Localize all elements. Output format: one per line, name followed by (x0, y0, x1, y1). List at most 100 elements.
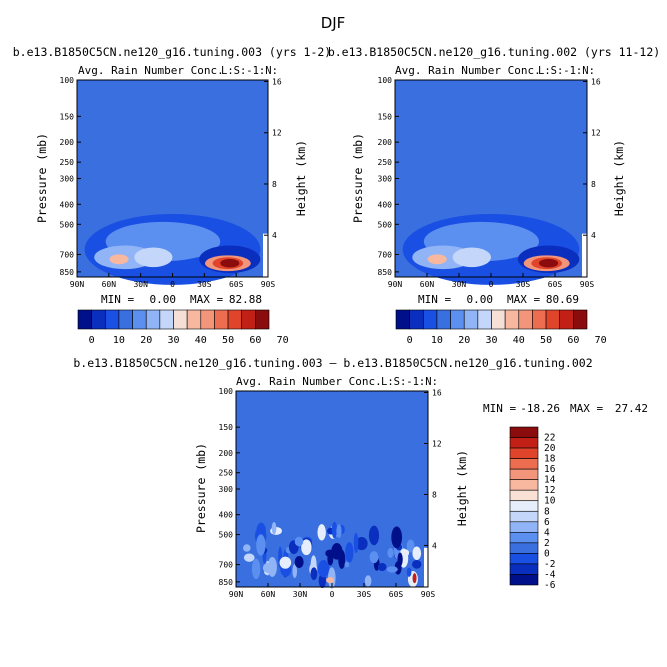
panel-3-x-tick-label: 30S (357, 590, 372, 599)
panel-3-field-contour (397, 552, 403, 567)
panel-3-corner-label: L:S:-1:N: (381, 376, 438, 388)
panel-1-colorbar-label: 0 (89, 335, 95, 346)
panel-2-colorbar-swatch (545, 309, 561, 330)
panel-1-x-tick-label: 0 (170, 280, 175, 289)
panel-3-field-contour (412, 546, 422, 560)
panel-2-colorbar-label: 10 (431, 335, 443, 346)
panel-2-y-tick-label: 300 (378, 175, 393, 184)
panel-3-field-contour (243, 544, 251, 552)
panel-2-x-tick-label: 90S (580, 280, 595, 289)
panel-3-field-contour (406, 539, 415, 553)
panel-3-variable: Avg. Rain Number Conc. (236, 375, 382, 388)
panel-3-colorbar-swatch (509, 521, 539, 533)
panel-2-colorbar-label: 30 (485, 335, 497, 346)
panel-1-axes: 90N 60N 30N 0 30S 60S 90S 100 150 200 250 300 400 500… (60, 76, 282, 289)
panel-3-colorbar-label: -4 (544, 569, 556, 580)
panel-1-x-tick-label: 90N (70, 280, 85, 289)
panel-1-x-tick-label: 30N (133, 280, 148, 289)
panel-1-y-right-tick-label: 4 (272, 231, 277, 240)
panel-1-y-tick-label: 250 (60, 158, 75, 167)
panel-2-axes: 90N 60N 30N 0 30S 60S 90S 100 150 200 250 300 400 500… (378, 76, 601, 289)
panel-3-colorbar-swatch (509, 489, 539, 502)
panel-2-x-tick-label: 30N (452, 280, 467, 289)
panel-2-colorbar-label: 0 (407, 335, 413, 346)
panel-3-colorbar-label: 6 (544, 517, 550, 528)
panel-2-variable: Avg. Rain Number Conc. (395, 64, 541, 77)
panel-1-min-label: MIN = (101, 293, 134, 306)
panel-3-field-contour (368, 525, 380, 546)
panel-3-field-contour (364, 575, 372, 587)
panel-2-field-contour (539, 258, 559, 268)
panel-1-x-tick-label: 60S (229, 280, 244, 289)
panel-3-colorbar-swatch (509, 563, 539, 575)
panel-3-field-contour (251, 558, 261, 580)
panel-2-y-tick-label: 400 (378, 200, 393, 209)
panel-2: b.e13.B1850C5CN.ne120_g16.tuning.002 (yr… (328, 45, 660, 346)
panel-3-field-contour (387, 548, 394, 558)
panel-3-x-tick-label: 90N (229, 590, 244, 599)
panel-1-y-tick-label: 300 (60, 175, 75, 184)
panel-3-colorbar-label: 14 (544, 475, 556, 486)
panel-3-field-contour (406, 567, 412, 577)
panel-1-colorbar-swatch (173, 309, 188, 330)
panel-2-colorbar-label: 20 (458, 335, 470, 346)
panel-2-colorbar-swatch (395, 309, 410, 330)
panel-3-field-contour (336, 524, 342, 538)
panel-3-max-value: 27.42 (615, 402, 648, 415)
panel-3-colorbar-label: 12 (544, 485, 555, 496)
panel-3-field-contour (353, 532, 359, 553)
panel-1-colorbar-swatch (77, 309, 92, 330)
panel-2-y-right-tick-label: 4 (591, 231, 596, 240)
panel-1-colorbar-swatch (91, 309, 106, 330)
panel-1-x-tick-label: 30S (197, 280, 212, 289)
panel-3-field-contour (401, 549, 410, 557)
panel-3-field-contour (271, 522, 277, 535)
panel-3-field-contour (412, 573, 417, 584)
panel-3-colorbar-label: 4 (544, 527, 550, 538)
panel-3-title: b.e13.B1850C5CN.ne120_g16.tuning.003 – b… (73, 356, 592, 370)
panel-1-max-value: 82.88 (229, 293, 262, 306)
panel-1-x-tick-label: 90S (261, 280, 276, 289)
panel-3-field-contour (310, 567, 318, 581)
panel-1-y-tick-label: 150 (60, 112, 75, 121)
panel-2-colorbar: 0 10 20 30 40 50 60 70 (395, 309, 607, 346)
panel-1-y-right-tick-label: 12 (272, 129, 282, 138)
panel-3-min-label: MIN = (483, 402, 516, 415)
panel-3-field-contour (412, 560, 422, 569)
panel-3-y-right-tick-label: 12 (432, 439, 442, 448)
panel-3-colorbar-swatch (509, 553, 539, 565)
panel-2-min-label: MIN = (418, 293, 451, 306)
panel-2-max-value: 80.69 (546, 293, 579, 306)
panel-3-colorbar-label: 0 (544, 548, 550, 559)
panel-3-y-tick-label: 250 (219, 469, 234, 478)
panel-2-title: b.e13.B1850C5CN.ne120_g16.tuning.002 (yr… (328, 45, 660, 59)
panel-1-field-contour (220, 258, 240, 268)
panel-3-field-contour (331, 521, 338, 539)
panel-3-y-right-tick-label: 4 (432, 541, 437, 550)
panel-3-axes: 90N 60N 30N 0 30S 60S 90S 100 150 200 250 300 400 500… (219, 387, 442, 599)
panel-1-colorbar-swatch (186, 309, 202, 330)
panel-3-y-tick-label: 500 (219, 531, 234, 540)
panel-1-colorbar-swatch (118, 309, 133, 330)
panel-3-y-tick-label: 700 (219, 561, 234, 570)
panel-2-missing-data (582, 233, 587, 277)
panel-3: b.e13.B1850C5CN.ne120_g16.tuning.003 – b… (73, 356, 648, 599)
panel-2-field-contour (427, 254, 447, 265)
panel-3-colorbar-label: -2 (544, 559, 555, 570)
panel-3-x-tick-label: 0 (330, 590, 335, 599)
panel-1-colorbar-label: 40 (195, 335, 207, 346)
panel-3-colorbar-label: 2 (544, 538, 550, 549)
panel-1-field-contour (109, 254, 129, 265)
panel-3-y-tick-label: 200 (219, 449, 234, 458)
panel-3-colorbar-swatch (509, 458, 539, 470)
panel-1-y-tick-label: 850 (60, 268, 75, 277)
panel-2-colorbar-label: 60 (567, 335, 579, 346)
panel-3-field-contour (243, 553, 255, 562)
panel-1-colorbar-swatch (132, 309, 147, 330)
panel-2-ylabel: Pressure (mb) (351, 133, 365, 223)
panel-3-colorbar-swatch (509, 510, 539, 523)
panel-1-max-label: MAX = (190, 293, 223, 306)
panel-2-colorbar-swatch (477, 309, 492, 330)
panel-3-y-tick-label: 150 (219, 423, 234, 432)
